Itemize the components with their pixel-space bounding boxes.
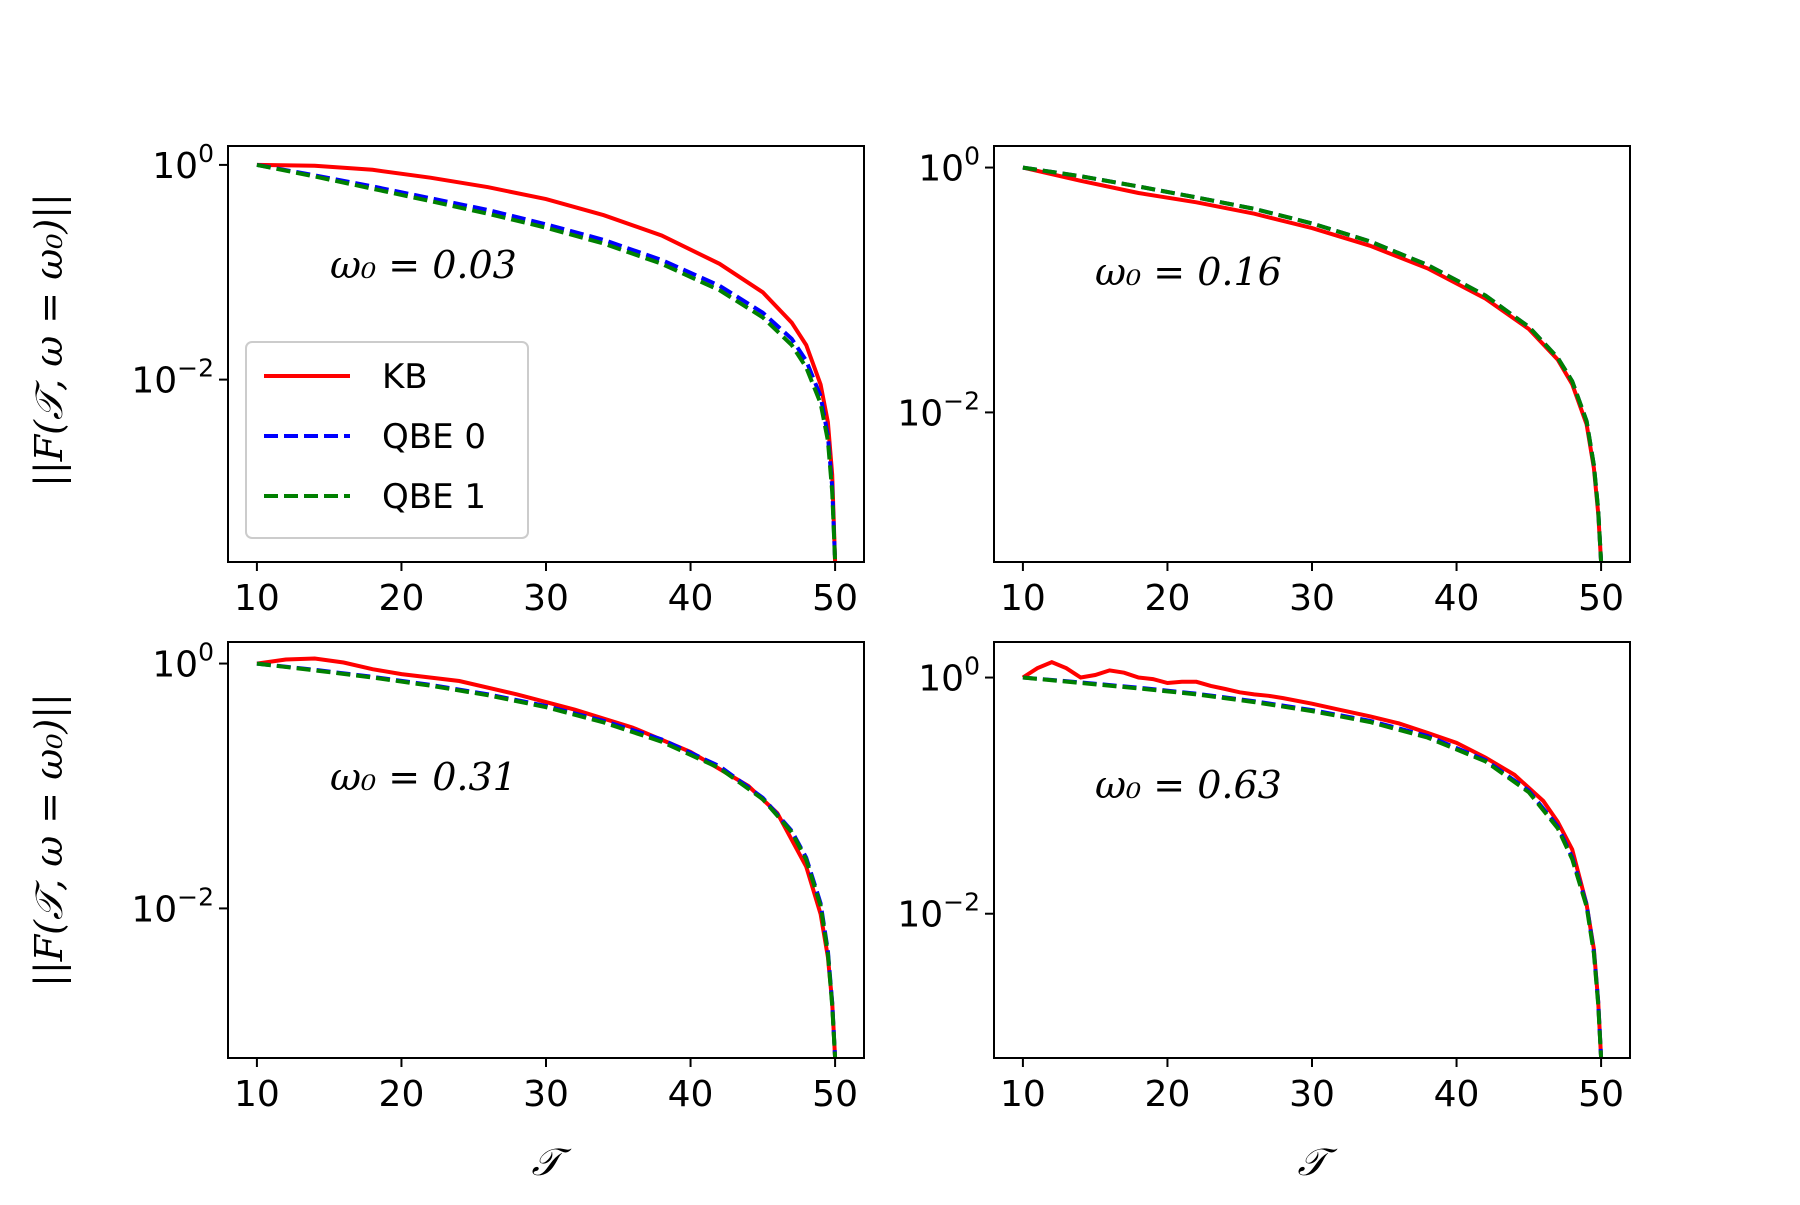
x-tick-label: 30	[523, 578, 569, 619]
x-tick-label: 50	[812, 578, 858, 619]
panel-bottom-right: 10 20 30 40 50 100 10−2 ω₀ = 0.63	[897, 641, 1631, 1115]
series-line-qbe-1	[256, 661, 838, 1058]
series-line-qbe-0	[1022, 675, 1604, 1058]
x-tick-label: 40	[668, 578, 714, 619]
x-axis-title-left: 𝒯	[531, 1140, 571, 1184]
omega-annotation: ω₀ = 0.03	[330, 243, 517, 287]
x-tick-label: 40	[668, 1074, 714, 1115]
y-axis-title-top: ||F(𝒯, ω = ω₀)||	[27, 193, 71, 487]
legend-label: QBE 1	[382, 477, 486, 517]
y-tick-label: 100	[152, 638, 214, 686]
y-tick-label: 10−2	[131, 882, 214, 930]
legend-label: KB	[382, 357, 428, 397]
omega-annotation: ω₀ = 0.63	[1095, 763, 1282, 807]
x-tick-label: 30	[1289, 578, 1335, 619]
x-tick-label: 50	[812, 1074, 858, 1115]
omega-annotation: ω₀ = 0.16	[1095, 250, 1282, 294]
series-line-qbe-1	[256, 162, 838, 562]
x-tick-label: 10	[234, 578, 280, 619]
x-tick-label: 40	[1434, 1074, 1480, 1115]
series-line-kb	[1021, 660, 1604, 1058]
x-tick-label: 40	[1434, 578, 1480, 619]
omega-annotation: ω₀ = 0.31	[330, 755, 517, 799]
legend: KB QBE 0 QBE 1	[245, 341, 529, 539]
x-tick-label: 50	[1578, 1074, 1624, 1115]
series-line-kb	[256, 656, 838, 1058]
x-tick-label: 10	[234, 1074, 280, 1115]
series-line-qbe-0	[256, 661, 838, 1058]
plot-frame	[993, 145, 1631, 563]
y-axis-title-bottom: ||F(𝒯, ω = ω₀)||	[27, 693, 71, 987]
legend-frame	[245, 341, 529, 539]
series-line-qbe-1	[1022, 165, 1604, 562]
series-line-kb	[1022, 165, 1604, 562]
series-line-qbe-1	[1022, 675, 1604, 1058]
y-tick-label: 10−2	[131, 354, 214, 402]
panel-bottom-left: 10 20 30 40 50 100 10−2 ω₀ = 0.31	[131, 638, 865, 1115]
x-tick-label: 20	[1145, 578, 1191, 619]
series-group	[256, 162, 838, 562]
x-tick-label: 50	[1578, 578, 1624, 619]
series-line-qbe-0	[256, 162, 838, 562]
x-tick-label: 20	[1145, 1074, 1191, 1115]
x-tick-label: 30	[523, 1074, 569, 1115]
legend-label: QBE 0	[382, 417, 486, 457]
series-group	[1021, 660, 1604, 1058]
y-tick-label: 100	[918, 142, 980, 190]
x-tick-label: 10	[1000, 578, 1046, 619]
panel-top-left: 10 20 30 40 50 100 10−2 ω₀ = 0.03	[131, 139, 865, 619]
y-tick-label: 10−2	[897, 386, 980, 434]
series-group	[256, 656, 838, 1058]
y-tick-label: 10−2	[897, 888, 980, 936]
series-line-kb	[256, 162, 838, 562]
x-axis-title-right: 𝒯	[1297, 1140, 1337, 1184]
series-group	[1022, 165, 1604, 562]
x-tick-label: 10	[1000, 1074, 1046, 1115]
y-tick-label: 100	[152, 139, 214, 187]
x-tick-label: 30	[1289, 1074, 1335, 1115]
panel-top-right: 10 20 30 40 50 100 10−2 ω₀ = 0.16	[897, 142, 1631, 619]
y-tick-label: 100	[918, 652, 980, 700]
x-tick-label: 20	[379, 1074, 425, 1115]
x-tick-label: 20	[379, 578, 425, 619]
